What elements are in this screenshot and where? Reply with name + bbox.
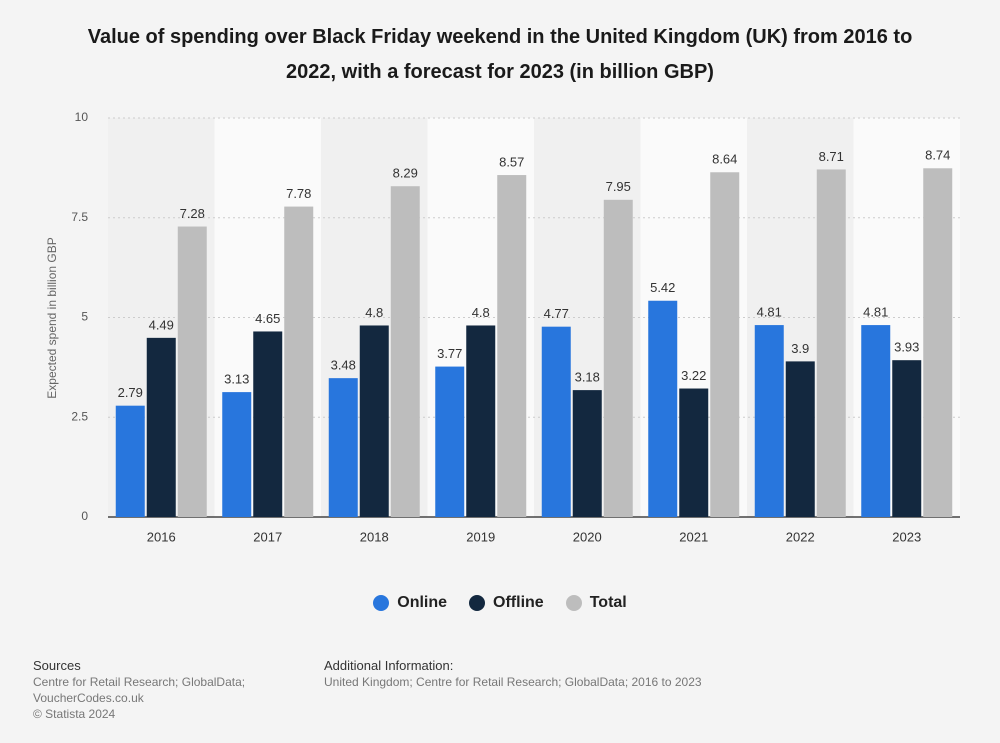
value-label: 4.81 — [757, 305, 782, 320]
legend-marker — [565, 595, 582, 611]
sources: Sources Centre for Retail Research; Glob… — [33, 658, 245, 722]
x-tick-label: 2023 — [892, 529, 921, 544]
x-tick-label: 2016 — [147, 529, 176, 544]
value-label: 8.71 — [819, 149, 844, 164]
value-label: 3.93 — [894, 340, 919, 355]
value-label: 4.65 — [255, 311, 280, 326]
x-tick-label: 2021 — [679, 529, 708, 544]
bar — [892, 360, 922, 517]
bar — [115, 405, 145, 517]
legend-label: Offline — [493, 594, 544, 611]
legend-label: Online — [397, 594, 448, 611]
copyright: © Statista 2024 — [33, 707, 116, 721]
x-tick-label: 2019 — [466, 529, 495, 544]
legend-item[interactable]: Offline — [469, 594, 544, 612]
additional-title: Additional Information: — [324, 658, 454, 673]
x-tick-label: 2017 — [253, 529, 282, 544]
legend-label: Total — [589, 594, 627, 611]
legend-marker — [469, 595, 486, 611]
value-label: 7.95 — [606, 179, 631, 194]
y-axis-label: Expected spend in billion GBP — [45, 237, 59, 398]
bar — [923, 168, 953, 518]
sources-title: Sources — [33, 658, 81, 673]
bar — [648, 300, 678, 517]
bar — [466, 325, 496, 517]
bar — [572, 390, 602, 517]
value-label: 3.18 — [575, 370, 600, 385]
value-label: 4.8 — [472, 305, 490, 320]
y-tick-label: 7.5 — [71, 210, 88, 224]
x-tick-label: 2018 — [360, 529, 389, 544]
value-label: 3.22 — [681, 368, 706, 383]
source: Centre for Retail Research; GlobalData; — [33, 675, 246, 689]
x-tick-label: 2020 — [573, 529, 602, 544]
value-label: 4.8 — [365, 305, 383, 320]
value-label: 3.13 — [224, 372, 249, 387]
bar — [253, 331, 283, 517]
value-label: 8.74 — [925, 148, 950, 163]
additional-text: United Kingdom; Centre for Retail Resear… — [324, 675, 702, 689]
bar — [861, 325, 891, 517]
value-label: 4.49 — [149, 317, 174, 332]
bar — [710, 172, 740, 518]
legend-item[interactable]: Total — [565, 594, 627, 612]
source: VoucherCodes.co.uk — [33, 691, 144, 705]
bar — [146, 337, 176, 517]
value-label: 3.9 — [791, 341, 809, 356]
value-label: 8.29 — [393, 166, 418, 181]
value-label: 7.28 — [180, 206, 205, 221]
bar — [328, 378, 358, 517]
legend-marker — [373, 595, 390, 611]
bar — [284, 206, 314, 517]
y-tick-label: 2.5 — [71, 409, 88, 423]
bar — [679, 388, 709, 517]
bar — [359, 325, 389, 517]
value-label: 3.48 — [331, 358, 356, 373]
y-tick-label: 5 — [81, 310, 88, 324]
bar — [222, 392, 252, 517]
additional-info: Additional Information: United Kingdom; … — [324, 658, 702, 690]
legend-item[interactable]: Online — [373, 594, 447, 612]
value-label: 3.77 — [437, 346, 462, 361]
bar — [785, 361, 815, 517]
bar — [816, 169, 846, 517]
value-label: 4.81 — [863, 305, 888, 320]
value-label: 4.77 — [544, 306, 569, 321]
bar — [497, 175, 527, 517]
value-label: 8.64 — [712, 152, 737, 167]
x-tick-label: 2022 — [786, 529, 815, 544]
bar — [541, 326, 571, 517]
value-label: 7.78 — [286, 186, 311, 201]
value-label: 5.42 — [650, 280, 675, 295]
bar — [435, 366, 465, 517]
chart-title: Value of spending over Black Friday week… — [87, 26, 913, 83]
bar — [754, 325, 784, 517]
value-label: 2.79 — [118, 385, 143, 400]
y-tick-label: 0 — [81, 509, 88, 523]
bar — [603, 199, 633, 518]
y-tick-label: 10 — [75, 110, 89, 124]
value-label: 8.57 — [499, 154, 524, 169]
bar — [390, 186, 420, 517]
legend: Online Offline Total — [0, 594, 1000, 612]
bar — [177, 226, 207, 517]
